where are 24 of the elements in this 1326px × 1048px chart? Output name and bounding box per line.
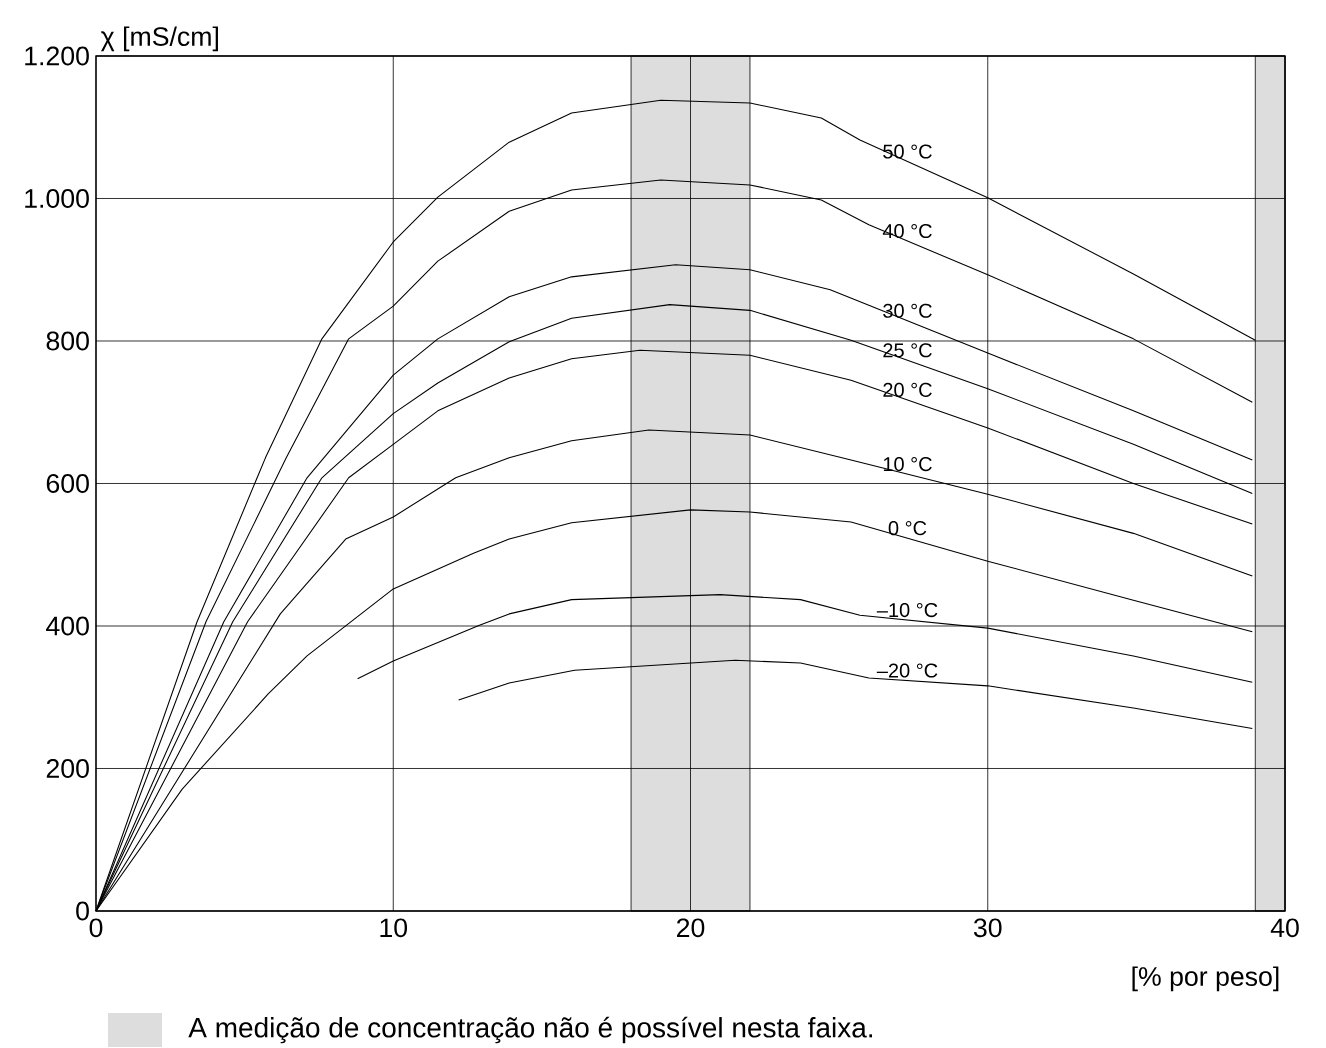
x-tick-label: 10 (380, 918, 408, 938)
series-label: 30 °C (883, 303, 932, 318)
series-label: 50 °C (883, 144, 932, 159)
x-tick-label: 40 (1270, 918, 1299, 938)
x-tick-label: 30 (973, 918, 1002, 938)
y-tick-label: 800 (46, 331, 89, 351)
series-label: 40 °C (882, 223, 932, 239)
y-tick-label: 200 (46, 759, 89, 778)
y-tick-label: 400 (46, 616, 89, 636)
y-tick-label: 1.000 (25, 189, 89, 208)
series-label: –20 °C (876, 663, 938, 678)
x-axis-title: [% por peso] (1132, 966, 1279, 992)
series-label: 20 °C (883, 382, 932, 397)
series-label: 25 °C (883, 343, 932, 358)
x-tick-label: 20 (677, 918, 705, 938)
legend-label: A medição de concentração não é possível nesta faixa. (188, 1016, 873, 1044)
x-tick-label: 0 (89, 918, 103, 938)
series-label: 0 °C (888, 521, 927, 536)
series-label: –10 °C (876, 602, 938, 618)
y-tick-label: 600 (46, 474, 89, 493)
series-label: 10 °C (883, 457, 932, 472)
y-tick-label: 1.200 (25, 46, 89, 66)
y-axis-title: χ [mS/cm] (100, 26, 218, 52)
y-tick-label: 0 (76, 901, 89, 921)
